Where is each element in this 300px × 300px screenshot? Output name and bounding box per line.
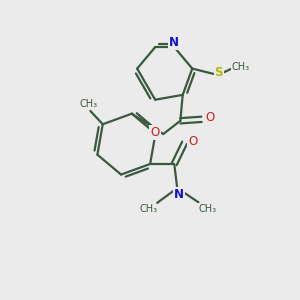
Text: O: O: [150, 126, 160, 139]
Text: CH₃: CH₃: [80, 99, 98, 109]
Text: CH₃: CH₃: [139, 204, 158, 214]
Text: N: N: [174, 188, 184, 200]
Text: O: O: [205, 111, 214, 124]
Text: CH₃: CH₃: [198, 204, 216, 214]
Text: CH₃: CH₃: [232, 62, 250, 72]
Text: S: S: [214, 66, 223, 79]
Text: N: N: [169, 36, 179, 49]
Text: O: O: [188, 135, 197, 148]
